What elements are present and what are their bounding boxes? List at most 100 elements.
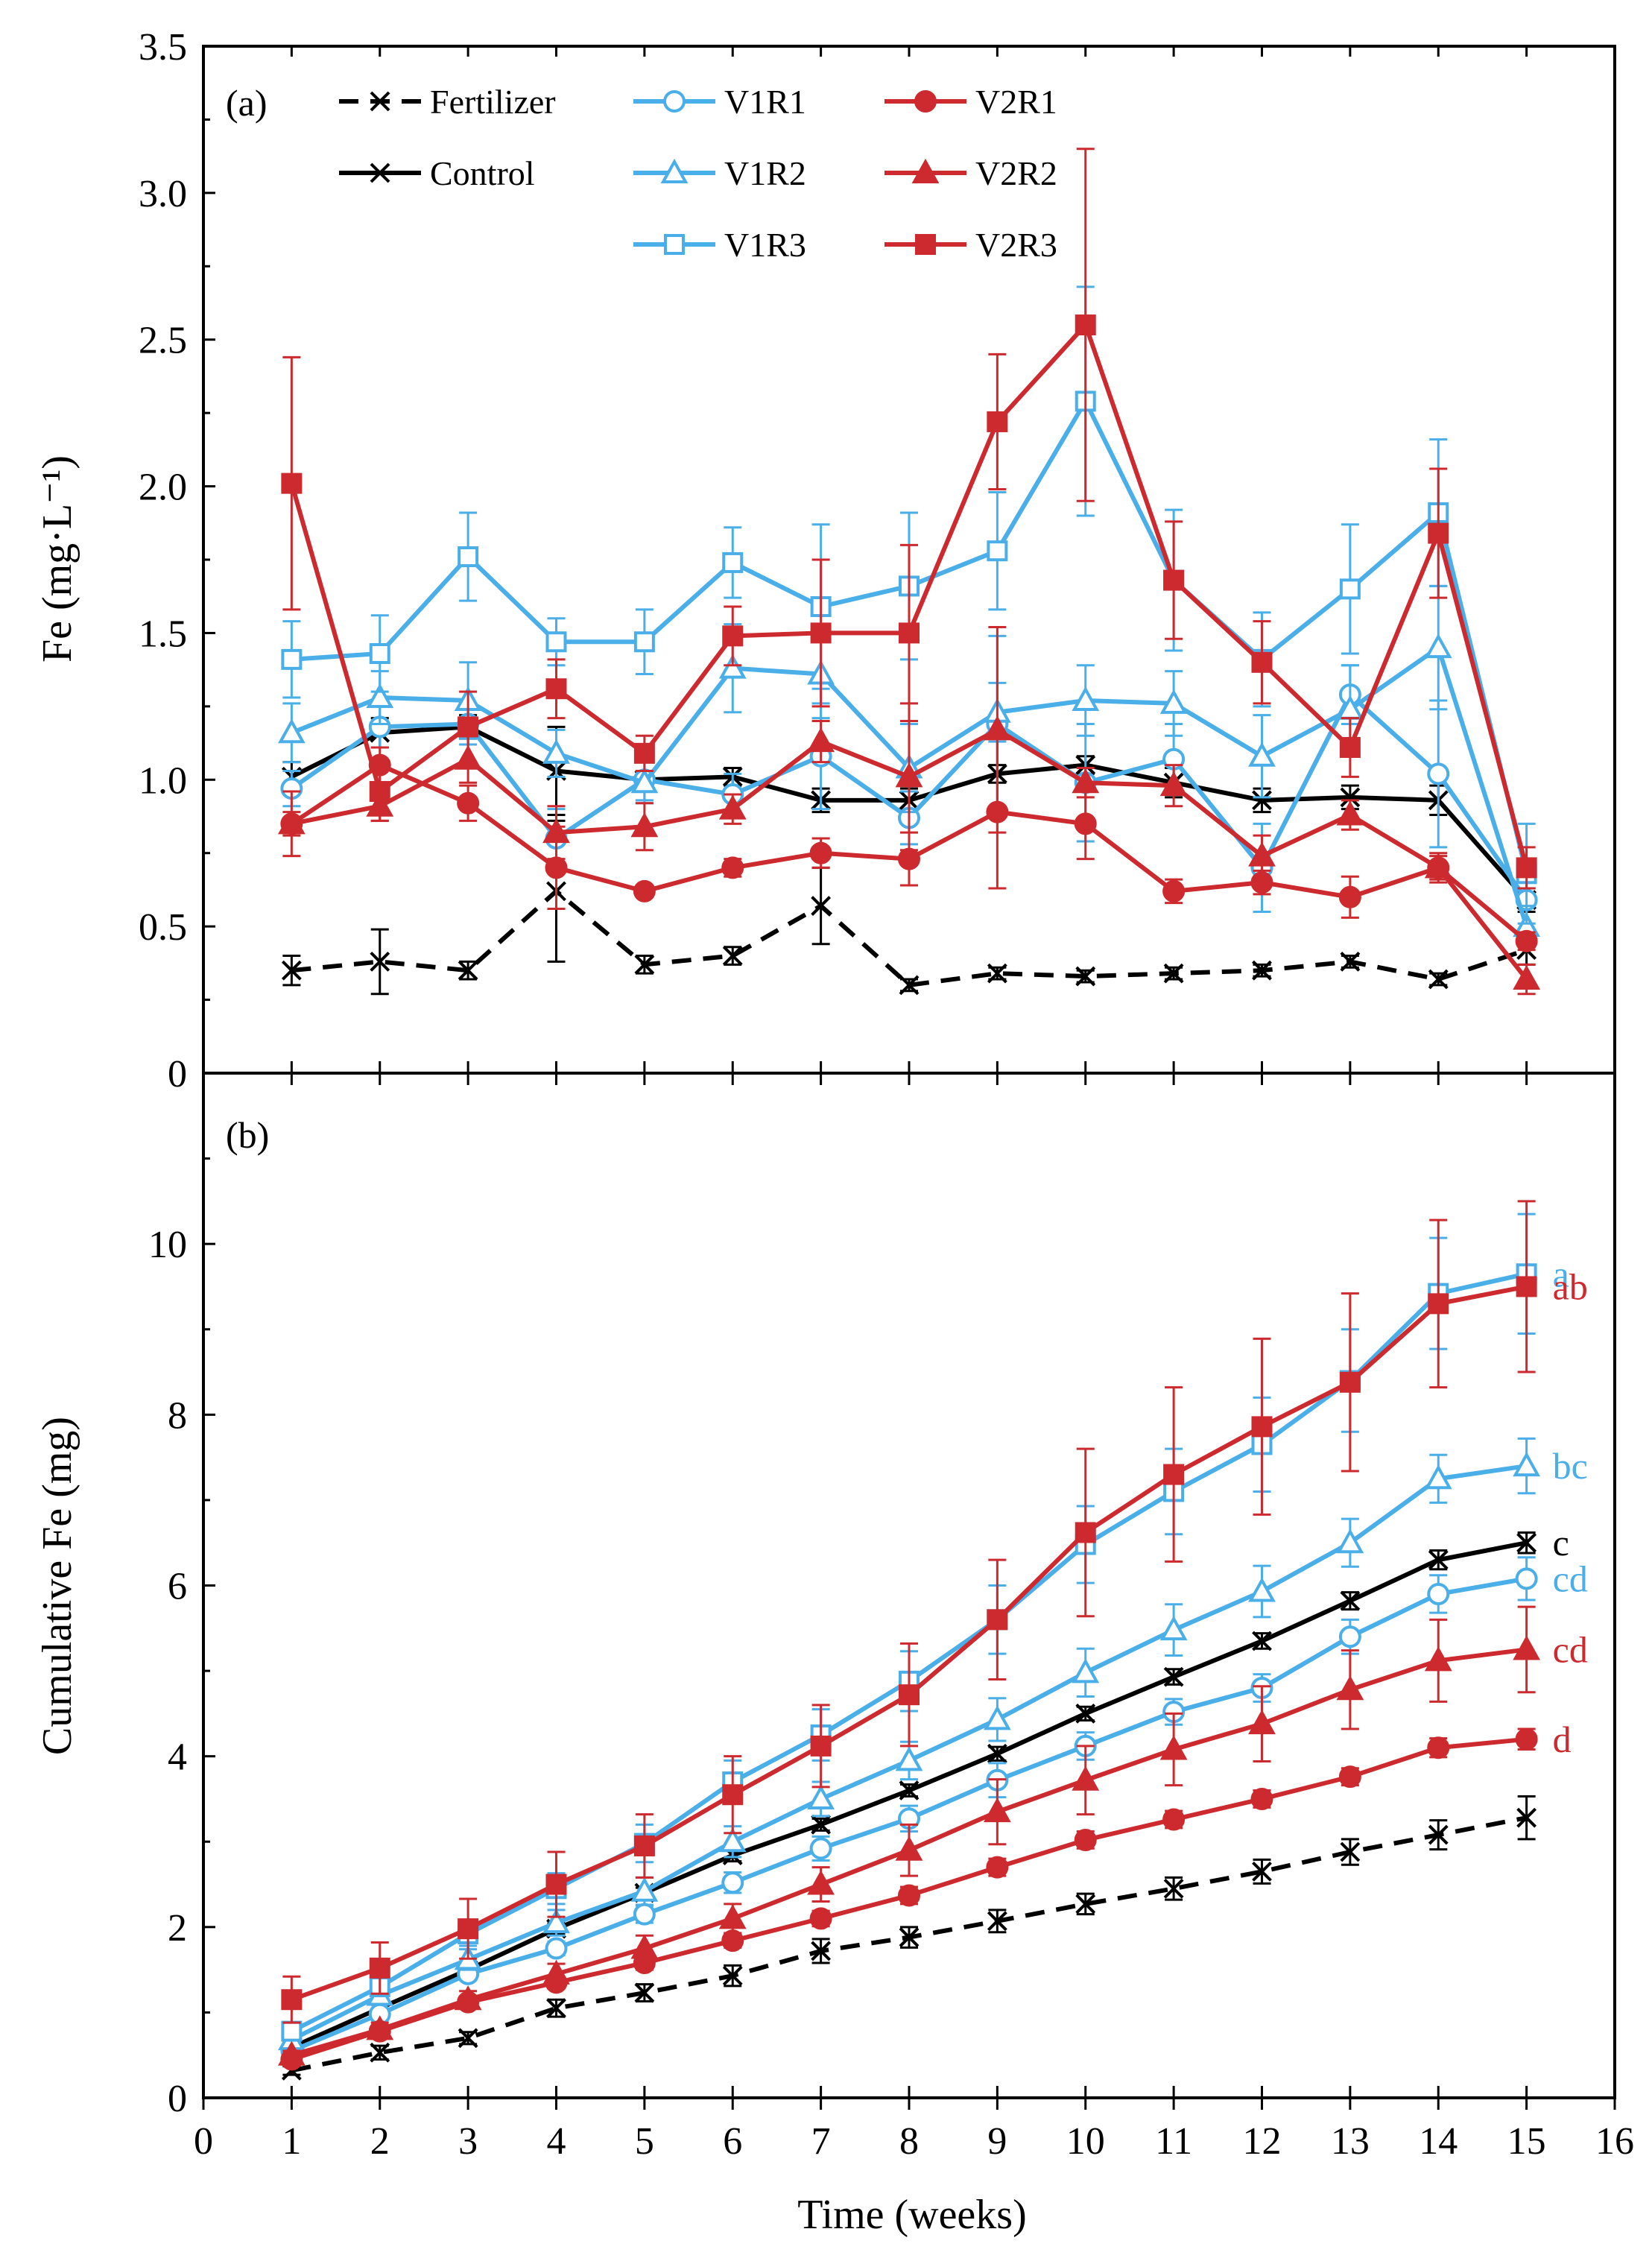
data-point-V2R2 xyxy=(1159,771,1188,797)
data-point-Control xyxy=(1252,790,1272,811)
series-b-V1R1: cd xyxy=(280,1556,1588,2062)
data-point-V1R3 xyxy=(1339,578,1361,600)
data-point-Fertilizer xyxy=(987,1911,1007,1932)
panel-a-label: (a) xyxy=(226,82,268,124)
legend-label: V2R2 xyxy=(975,154,1057,192)
data-point-V1R2 xyxy=(630,1876,659,1902)
y-tick-label-a: 3.0 xyxy=(139,173,187,215)
x-tick-label-b: 8 xyxy=(899,2120,919,2163)
data-point-Fertilizer xyxy=(1428,969,1449,990)
legend-item-V2R2: V2R2 xyxy=(884,154,1057,192)
y-tick-label-a: 1.0 xyxy=(139,759,187,802)
data-point-V2R2 xyxy=(807,727,835,753)
legend-item-V2R3: V2R3 xyxy=(884,226,1057,264)
data-point-V1R2 xyxy=(1424,633,1452,659)
data-point-V1R2 xyxy=(1248,1577,1276,1602)
data-point-Control xyxy=(987,1743,1007,1764)
data-point-V2R3 xyxy=(722,1784,744,1806)
data-point-V1R2 xyxy=(718,654,747,679)
data-point-V1R1 xyxy=(1427,762,1450,785)
data-point-V2R3 xyxy=(1339,1371,1361,1393)
data-point-Fertilizer xyxy=(1163,963,1184,984)
x-tick-label-b: 5 xyxy=(635,2120,654,2163)
data-point-V1R2 xyxy=(1159,1615,1188,1641)
data-point-V1R2 xyxy=(807,1784,835,1809)
data-point-V2R2 xyxy=(1336,1675,1364,1701)
data-point-V2R3 xyxy=(369,1957,390,1979)
x-tick-label-b: 1 xyxy=(282,2120,301,2163)
data-point-V1R2 xyxy=(983,1705,1011,1730)
data-point-V2R3 xyxy=(1075,314,1096,336)
data-point-V1R2 xyxy=(1072,1658,1100,1683)
data-point-V2R3 xyxy=(281,472,303,494)
y-tick-label-b: 6 xyxy=(168,1566,187,1608)
data-point-Fertilizer xyxy=(811,1941,832,1961)
data-point-V2R1 xyxy=(809,1907,832,1930)
data-point-V2R3 xyxy=(633,742,655,764)
data-point-V2R3 xyxy=(545,678,567,700)
data-point-V1R2 xyxy=(718,1827,747,1853)
data-point-V2R1 xyxy=(1074,1828,1097,1851)
data-point-V1R3 xyxy=(369,642,390,664)
legend-item-Fertilizer: Fertilizer xyxy=(339,83,556,121)
series-line-Fertilizer xyxy=(291,888,1528,987)
legend-marker xyxy=(911,158,940,183)
data-point-V2R2 xyxy=(718,794,747,820)
data-point-V1R1 xyxy=(1515,1567,1538,1590)
x-tick-label-b: 2 xyxy=(370,2120,390,2163)
data-point-V1R3 xyxy=(545,631,567,653)
data-point-V2R2 xyxy=(1072,1765,1100,1791)
data-point-V1R1 xyxy=(1338,1625,1361,1648)
data-point-V2R2 xyxy=(983,1798,1011,1823)
data-point-V2R2 xyxy=(542,818,570,844)
data-point-V2R2 xyxy=(630,812,659,838)
legend-marker xyxy=(660,158,689,183)
data-point-V2R1 xyxy=(898,847,920,870)
legend-marker xyxy=(664,234,685,255)
data-point-V2R3 xyxy=(899,622,920,644)
data-point-V2R1 xyxy=(1162,879,1186,902)
data-point-V1R1 xyxy=(545,1937,568,1960)
x-tick-label-b: 14 xyxy=(1419,2120,1458,2163)
y-tick-label-a: 1.5 xyxy=(139,613,187,655)
data-point-Fertilizer xyxy=(1340,951,1361,972)
data-point-V2R2 xyxy=(1424,853,1452,879)
data-point-V2R3 xyxy=(545,1874,567,1895)
data-point-V2R1 xyxy=(633,879,656,902)
x-tick-label-b: 3 xyxy=(458,2120,478,2163)
y-tick-label-a: 2.0 xyxy=(139,467,187,509)
legend-label: V1R3 xyxy=(724,226,806,264)
significance-letter-V2R2: cd xyxy=(1553,1628,1588,1670)
data-point-V2R1 xyxy=(1338,1765,1361,1789)
data-point-V1R3 xyxy=(281,648,303,670)
data-point-V2R2 xyxy=(1513,1635,1541,1660)
data-point-Fertilizer xyxy=(281,960,302,981)
y-tick-label-b: 0 xyxy=(168,2078,187,2120)
data-point-V2R1 xyxy=(809,841,832,864)
legend-item-Control: Control xyxy=(339,154,535,192)
data-point-V2R1 xyxy=(1515,1727,1538,1751)
x-tick-label-b: 10 xyxy=(1066,2120,1105,2163)
data-point-V2R1 xyxy=(457,791,480,815)
data-point-Fertilizer xyxy=(458,960,478,981)
data-point-Fertilizer xyxy=(370,951,390,972)
x-tick-label-b: 12 xyxy=(1243,2120,1282,2163)
data-point-V1R2 xyxy=(1513,1451,1541,1477)
legend-item-V1R3: V1R3 xyxy=(633,226,806,264)
legend-marker xyxy=(663,90,686,113)
data-point-V2R3 xyxy=(1075,1522,1096,1543)
data-point-V2R2 xyxy=(277,2040,306,2066)
data-point-V1R2 xyxy=(1072,686,1100,711)
data-point-V1R1 xyxy=(721,1871,744,1894)
x-tick-label-b: 4 xyxy=(547,2120,566,2163)
data-point-V2R2 xyxy=(454,1985,482,2011)
data-point-Fertilizer xyxy=(1340,1841,1361,1862)
legend-item-V2R1: V2R1 xyxy=(884,83,1057,121)
data-point-V2R3 xyxy=(1516,857,1537,879)
data-point-V1R2 xyxy=(630,768,659,794)
legend-marker xyxy=(915,234,936,255)
data-point-V1R2 xyxy=(542,739,570,764)
data-point-V2R2 xyxy=(983,715,1011,741)
significance-letter-V2R1: d xyxy=(1553,1719,1572,1760)
data-point-V2R1 xyxy=(1250,1787,1273,1810)
